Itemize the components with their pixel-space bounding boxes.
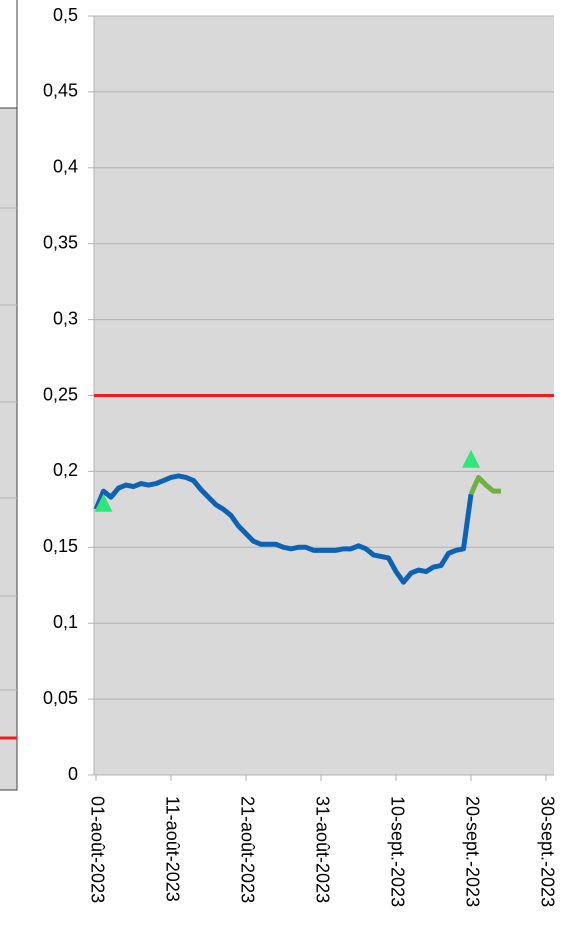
y-tick-label: 0,05 — [43, 688, 78, 708]
x-tick-label: 21-août-2023 — [237, 796, 257, 903]
y-tick-label: 0,2 — [53, 460, 78, 480]
series-line — [468, 474, 501, 496]
y-tick-label: 0,3 — [53, 308, 78, 328]
y-tick-label: 0,1 — [53, 612, 78, 632]
neighbor-grid — [0, 207, 17, 691]
x-tick-label: 10-sept.-2023 — [387, 796, 407, 907]
x-tick-label: 30-sept.-2023 — [537, 796, 557, 907]
x-tick-label: 20-sept.-2023 — [462, 796, 482, 907]
x-tick-label: 11-août-2023 — [162, 796, 182, 902]
y-tick-label: 0,5 — [53, 5, 78, 25]
y-tick-label: 0,4 — [53, 157, 78, 177]
y-tick-label: 0,45 — [43, 81, 78, 101]
series-line — [93, 473, 474, 585]
neighbor-legend — [0, 0, 18, 109]
y-tick-label: 0,35 — [43, 232, 78, 252]
neighbor-panel — [0, 107, 18, 791]
y-tick-label: 0 — [68, 764, 78, 784]
marker — [462, 449, 480, 468]
y-tick-label: 0,15 — [43, 536, 78, 556]
marker — [94, 493, 113, 512]
x-tick-label: 01-août-2023 — [87, 796, 107, 903]
x-tick-label: 31-août-2023 — [312, 796, 332, 903]
y-tick-label: 0,25 — [43, 384, 78, 404]
